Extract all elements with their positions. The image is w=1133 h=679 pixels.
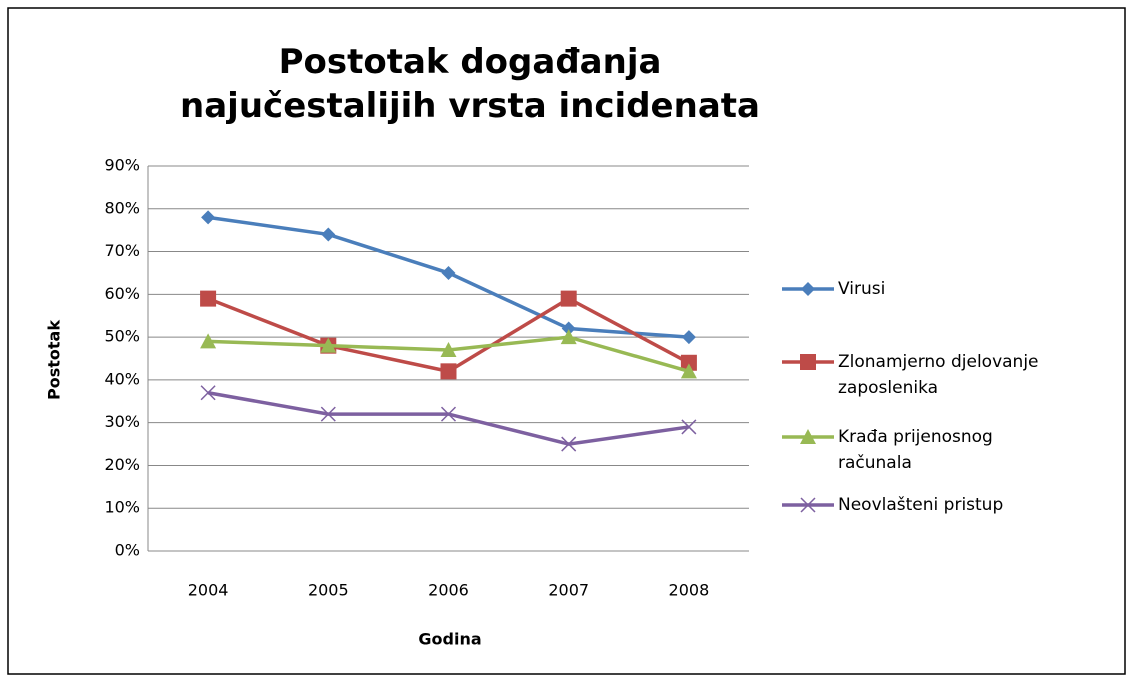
marker xyxy=(680,354,697,371)
marker xyxy=(201,210,216,225)
y-tick-label: 40% xyxy=(104,369,140,388)
marker xyxy=(681,419,697,435)
marker xyxy=(321,227,336,242)
x-tick-label: 2006 xyxy=(428,581,469,600)
y-tick-label: 50% xyxy=(104,327,140,346)
y-tick-label: 60% xyxy=(104,284,140,303)
marker xyxy=(200,290,217,307)
x-tick-label: 2008 xyxy=(669,581,710,600)
marker xyxy=(560,290,577,307)
marker xyxy=(320,337,337,353)
y-tick-label: 70% xyxy=(104,241,140,260)
marker xyxy=(801,282,815,296)
y-axis-title: Postotak xyxy=(45,320,64,400)
y-tick-label: 20% xyxy=(104,455,140,474)
marker xyxy=(200,385,216,401)
frame xyxy=(7,7,1126,675)
chart-title: Postotak događanja najučestalijih vrsta … xyxy=(180,42,760,126)
x-axis-title: Godina xyxy=(418,630,481,649)
marker xyxy=(561,321,576,336)
marker xyxy=(440,341,457,357)
marker xyxy=(800,429,816,444)
x-tick-label: 2005 xyxy=(308,581,349,600)
y-tick-label: 80% xyxy=(104,198,140,217)
legend-label: Neovlašteni pristup xyxy=(838,495,1004,515)
marker xyxy=(440,363,457,380)
marker xyxy=(681,330,696,345)
marker xyxy=(560,329,577,345)
series-line xyxy=(207,296,690,374)
marker xyxy=(320,406,336,422)
legend-label: Zlonamjerno djelovanje zaposlenika xyxy=(838,352,1039,398)
series-line xyxy=(207,390,690,446)
legend-label: Krađa prijenosnog računala xyxy=(838,427,993,473)
marker xyxy=(440,406,457,422)
y-tick-label: 30% xyxy=(104,412,140,431)
y-tick-label: 0% xyxy=(115,541,140,560)
marker xyxy=(800,354,816,370)
marker xyxy=(561,436,577,452)
x-tick-label: 2007 xyxy=(548,581,589,600)
marker xyxy=(200,333,217,349)
y-tick-label: 10% xyxy=(104,498,140,517)
x-tick-label: 2004 xyxy=(188,581,229,600)
marker xyxy=(680,363,697,379)
marker xyxy=(441,265,456,280)
legend-label: Virusi xyxy=(838,279,886,299)
marker xyxy=(800,497,816,513)
y-tick-label: 90% xyxy=(104,156,140,175)
